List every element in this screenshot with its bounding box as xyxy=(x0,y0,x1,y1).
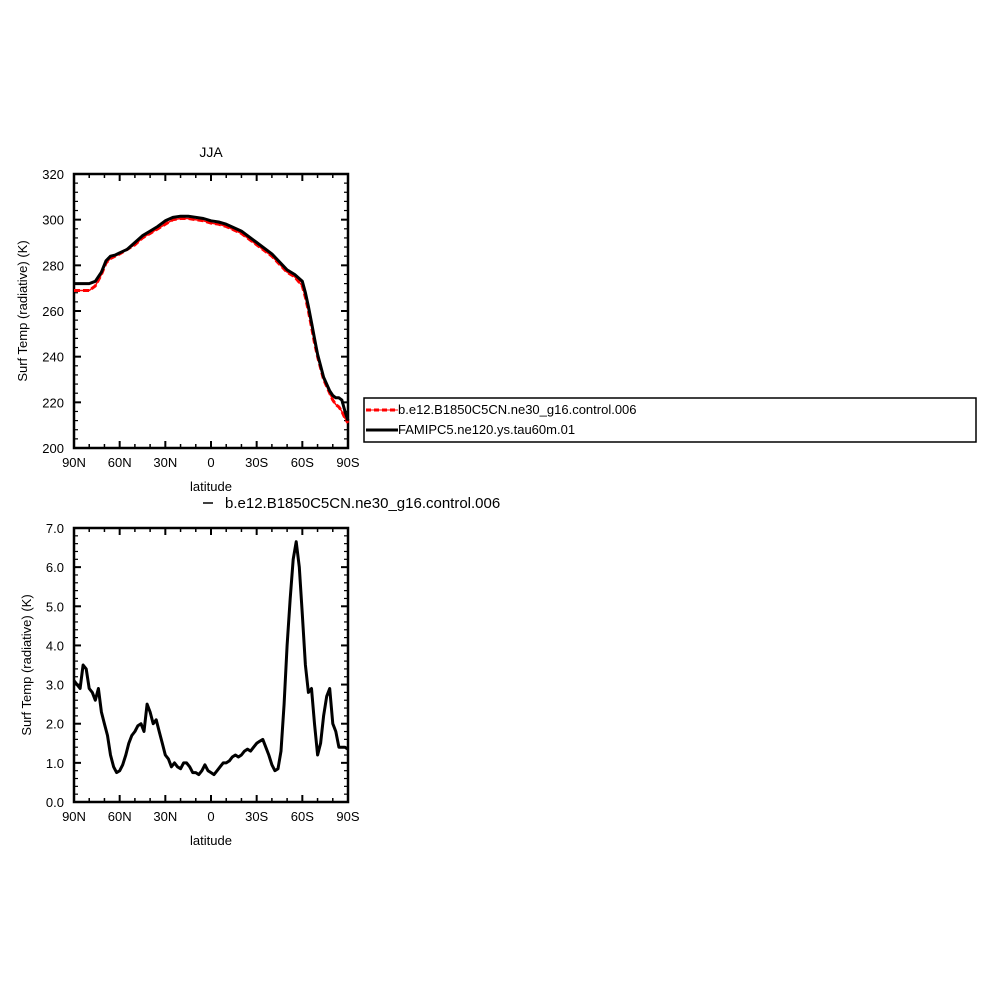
legend-label-series-1: b.e12.B1850C5CN.ne30_g16.control.006 xyxy=(398,402,637,417)
top-x-axis-label: latitude xyxy=(190,479,232,494)
top-y-tick-label: 200 xyxy=(42,441,64,456)
top-x-tick-label: 90S xyxy=(336,455,359,470)
top-y-tick-label: 300 xyxy=(42,213,64,228)
bottom-y-tick-label: 5.0 xyxy=(46,599,64,614)
top-x-tick-label: 60N xyxy=(108,455,132,470)
top-series-line-1-base xyxy=(74,217,349,424)
bottom-y-tick-label: 4.0 xyxy=(46,638,64,653)
bottom-y-tick-label: 1.0 xyxy=(46,756,64,771)
top-y-tick-label: 220 xyxy=(42,395,64,410)
top-x-tick-label: 30S xyxy=(245,455,268,470)
bottom-series-line-1 xyxy=(72,540,349,777)
top-y-tick-label: 280 xyxy=(42,258,64,273)
bottom-y-tick-label: 6.0 xyxy=(46,560,64,575)
top-panel: JJA 90N 60N 30N 0 30S 60S 90S 200 220 240 260 280 30… xyxy=(15,144,360,494)
top-y-tick-label: 260 xyxy=(42,304,64,319)
bottom-x-tick-label: 60N xyxy=(108,809,132,824)
bottom-legend-label: b.e12.B1850C5CN.ne30_g16.control.006 xyxy=(225,495,500,512)
bottom-x-tick-label: 30S xyxy=(245,809,268,824)
bottom-y-tick-label: 0.0 xyxy=(46,795,64,810)
bottom-y-tick-label: 3.0 xyxy=(46,678,64,693)
bottom-panel: b.e12.B1850C5CN.ne30_g16.control.006 90N… xyxy=(19,495,500,848)
top-legend: b.e12.B1850C5CN.ne30_g16.control.006 FAM… xyxy=(363,397,977,443)
top-x-tick-label: 60S xyxy=(291,455,314,470)
top-series-line-1 xyxy=(74,217,350,424)
bottom-x-tick-label: 60S xyxy=(291,809,314,824)
top-x-tick-label: 90N xyxy=(62,455,86,470)
top-x-tick-label: 0 xyxy=(207,455,214,470)
bottom-axis-ticks: 90N 60N 30N 0 30S 60S 90S 0.0 1.0 2.0 3.0 4.0 5.0 6.0… xyxy=(46,521,360,824)
bottom-x-tick-label: 90N xyxy=(62,809,86,824)
top-axis-ticks: 90N 60N 30N 0 30S 60S 90S 200 220 240 260 280 300 320 xyxy=(42,167,360,470)
top-y-axis-label: Surf Temp (radiative) (K) xyxy=(15,240,30,381)
top-chart-title: JJA xyxy=(199,144,223,160)
top-x-tick-label: 30N xyxy=(153,455,177,470)
top-y-tick-label: 320 xyxy=(42,167,64,182)
bottom-x-tick-label: 90S xyxy=(336,809,359,824)
top-series-line-2 xyxy=(74,214,350,422)
legend-label-series-2: FAMIPC5.ne120.ys.tau60m.01 xyxy=(398,422,575,437)
top-series-lines xyxy=(74,214,350,424)
bottom-x-axis-label: latitude xyxy=(190,833,232,848)
bottom-y-tick-label: 7.0 xyxy=(46,521,64,536)
top-plot-frame xyxy=(72,172,350,450)
top-y-tick-label: 240 xyxy=(42,350,64,365)
bottom-y-axis-label: Surf Temp (radiative) (K) xyxy=(19,594,34,735)
bottom-x-tick-label: 30N xyxy=(153,809,177,824)
bottom-series-lines xyxy=(72,540,349,777)
top-legend-box xyxy=(363,397,977,443)
bottom-y-tick-label: 2.0 xyxy=(46,717,64,732)
bottom-x-tick-label: 0 xyxy=(207,809,214,824)
